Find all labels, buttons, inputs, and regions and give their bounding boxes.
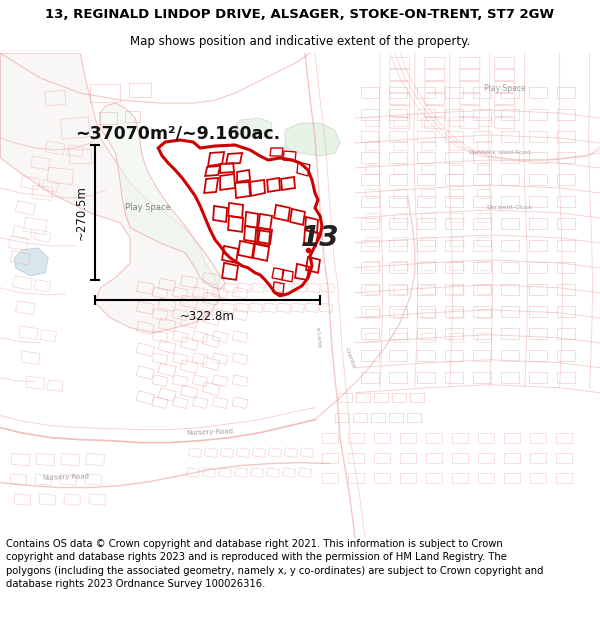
- Polygon shape: [285, 123, 340, 156]
- Text: Play Space: Play Space: [125, 203, 171, 212]
- Text: Nursery·Road: Nursery·Road: [187, 429, 234, 436]
- Text: ~270.5m: ~270.5m: [74, 185, 87, 240]
- Polygon shape: [235, 118, 272, 138]
- Text: Derwent·Close: Derwent·Close: [487, 206, 533, 211]
- Text: ~37070m²/~9.160ac.: ~37070m²/~9.160ac.: [75, 124, 280, 142]
- Text: Map shows position and indicative extent of the property.: Map shows position and indicative extent…: [130, 35, 470, 48]
- Text: Contains OS data © Crown copyright and database right 2021. This information is : Contains OS data © Crown copyright and d…: [6, 539, 544, 589]
- Text: e·Lane: e·Lane: [314, 327, 322, 349]
- Polygon shape: [14, 248, 49, 276]
- Text: Play Space: Play Space: [484, 84, 526, 92]
- Polygon shape: [1, 53, 220, 332]
- Text: Cranbe: Cranbe: [344, 346, 356, 369]
- Text: Nursery·Road: Nursery·Road: [42, 474, 89, 481]
- Text: Dunnock’sfold·Road: Dunnock’sfold·Road: [469, 151, 531, 156]
- Text: ~322.8m: ~322.8m: [180, 310, 235, 322]
- Text: 13, REGINALD LINDOP DRIVE, ALSAGER, STOKE-ON-TRENT, ST7 2GW: 13, REGINALD LINDOP DRIVE, ALSAGER, STOK…: [46, 8, 554, 21]
- Text: 13: 13: [301, 224, 339, 252]
- Polygon shape: [100, 103, 225, 290]
